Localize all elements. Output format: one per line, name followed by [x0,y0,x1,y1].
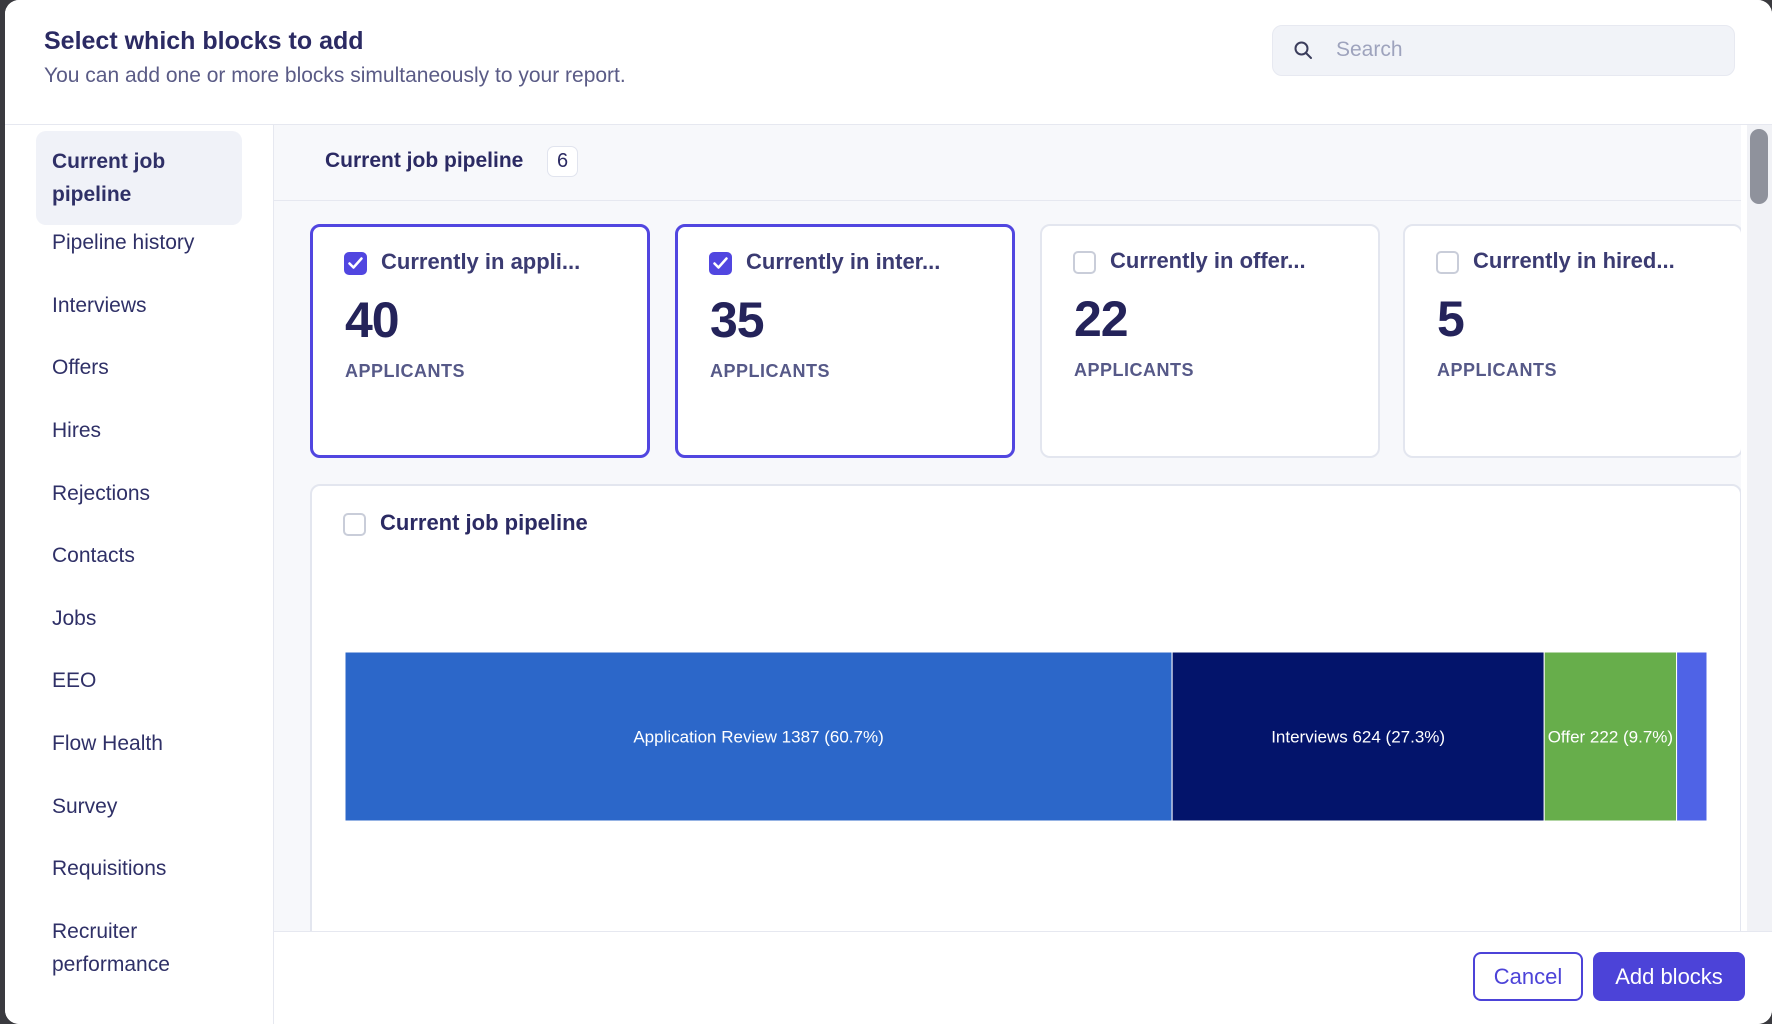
blocks-panel: Current job pipeline 6 Currently in appl… [274,125,1741,931]
block-category-sidebar: Current job pipeline Pipeline history In… [5,125,274,1024]
card-label: APPLICANTS [710,361,831,381]
check-icon [348,257,363,269]
modal-title: Select which blocks to add [44,27,364,55]
block-checkbox[interactable] [709,252,732,275]
card-title: Currently in inter... [746,249,941,274]
block-checkbox[interactable] [344,252,367,275]
modal-subtitle: You can add one or more blocks simultane… [44,64,626,87]
sidebar-item-flow-health[interactable]: Flow Health [52,732,163,755]
section-title: Current job pipeline [325,149,524,172]
modal-header: Select which blocks to add You can add o… [5,0,1772,125]
bar-segment-offer [1543,652,1678,821]
card-label: APPLICANTS [1074,360,1195,380]
card-title: Currently in hired... [1473,248,1675,273]
bar-segment-label: Application Review 1387 (60.7%) [633,728,883,747]
block-checkbox[interactable] [343,513,366,536]
sidebar-item-recruiter-performance[interactable]: Recruiter performance [52,920,170,976]
scrollbar-thumb[interactable] [1750,129,1768,204]
sidebar-item-eeo[interactable]: EEO [52,669,97,692]
search-placeholder: Search [1336,38,1403,61]
card-value: 5 [1437,291,1465,347]
search-icon [1294,41,1312,59]
sidebar-item-current-job-pipeline[interactable]: Current job pipeline [36,131,242,225]
bar-segment-label: Offer 222 (9.7%) [1548,728,1673,747]
add-blocks-button[interactable]: Add blocks [1593,952,1745,1001]
sidebar-item-jobs[interactable]: Jobs [52,607,97,630]
pipeline-chart-card[interactable]: Current job pipeline Application Review … [310,484,1741,931]
sidebar-item-interviews[interactable]: Interviews [52,294,147,317]
block-checkbox[interactable] [1436,251,1459,274]
block-checkbox[interactable] [1073,251,1096,274]
bar-segment-label: Interviews 624 (27.3%) [1271,728,1445,747]
sidebar-item-survey[interactable]: Survey [52,795,118,818]
sidebar-item-contacts[interactable]: Contacts [52,544,135,567]
block-count-badge: 6 [547,146,578,177]
check-icon [713,257,728,269]
bar-segment-interviews [1171,652,1545,821]
card-label: APPLICANTS [1437,360,1558,380]
block-card[interactable]: Currently in hired... 5 APPLICANTS [1403,224,1741,458]
card-label: APPLICANTS [345,361,466,381]
search-input[interactable]: Search [1272,25,1735,76]
chart-title: Current job pipeline [380,510,588,535]
bar-segment-hired [1676,652,1707,821]
modal-footer: Cancel Add blocks [274,931,1772,1024]
card-title: Currently in offer... [1110,248,1306,273]
cancel-button[interactable]: Cancel [1473,952,1583,1001]
scrollbar[interactable] [1747,125,1772,931]
sidebar-item-requisitions[interactable]: Requisitions [52,857,167,880]
card-value: 35 [710,292,765,348]
pipeline-stacked-bar: Application Review 1387 (60.7%) Interview… [345,652,1707,821]
block-card[interactable]: Currently in appli... 40 APPLICANTS [310,224,650,458]
sidebar-item-offers[interactable]: Offers [52,356,109,379]
block-card[interactable]: Currently in offer... 22 APPLICANTS [1040,224,1380,458]
card-value: 22 [1074,291,1129,347]
sidebar-item-hires[interactable]: Hires [52,419,102,442]
block-card[interactable]: Currently in inter... 35 APPLICANTS [675,224,1015,458]
add-blocks-modal: Select which blocks to add You can add o… [5,0,1772,1024]
sidebar-item-pipeline-history[interactable]: Pipeline history [52,231,195,254]
card-title: Currently in appli... [381,249,581,274]
card-value: 40 [345,292,400,348]
section-header: Current job pipeline 6 [274,125,1741,201]
sidebar-item-rejections[interactable]: Rejections [52,482,151,505]
